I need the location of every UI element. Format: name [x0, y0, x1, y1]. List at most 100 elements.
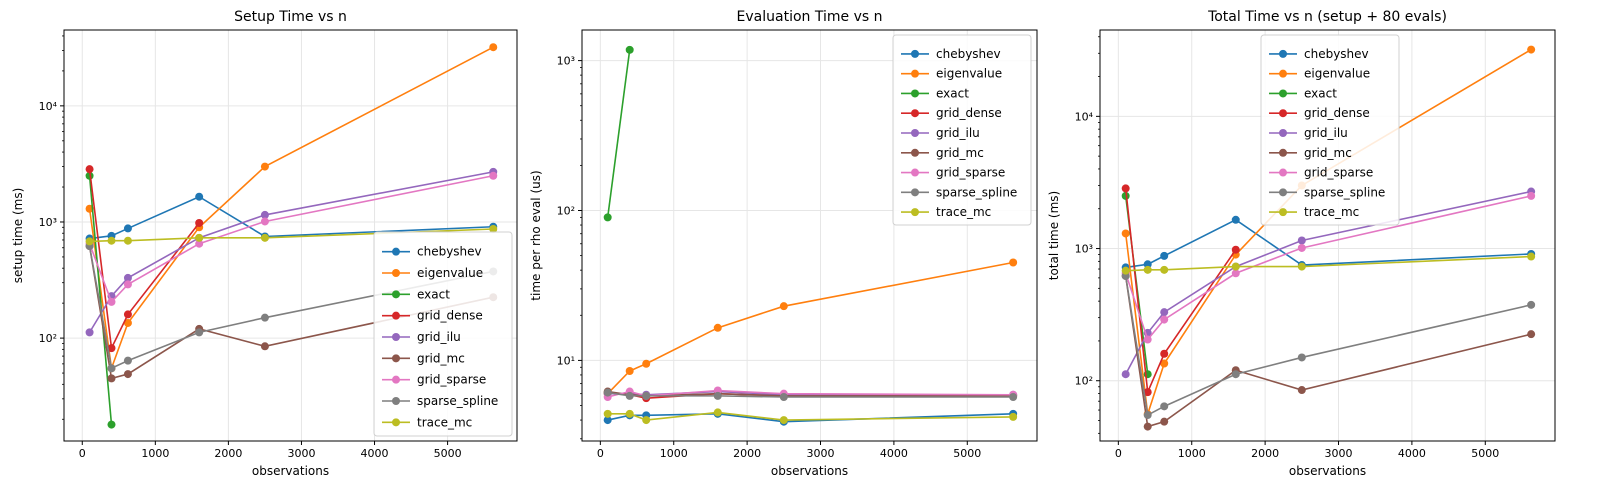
- legend-label: sparse_spline: [1304, 185, 1385, 199]
- legend-label: eigenvalue: [417, 266, 483, 280]
- legend-item-sparse-spline: sparse_spline: [382, 394, 498, 408]
- legend-label: grid_dense: [936, 106, 1002, 120]
- legend-swatch-marker: [392, 375, 400, 384]
- legend-label: chebyshev: [936, 47, 1001, 61]
- legend-swatch-marker: [392, 311, 400, 320]
- x-tick-label: 3000: [807, 447, 835, 460]
- data-point: [123, 280, 132, 289]
- series-line: [1124, 275, 1532, 428]
- data-point: [1297, 236, 1306, 245]
- legend-item-grid-sparse: grid_sparse: [1269, 166, 1373, 180]
- y-axis-label: total time (ms): [1047, 191, 1061, 280]
- series-trace-mc: [603, 408, 1018, 425]
- data-point: [713, 323, 722, 332]
- legend: chebyshev eigenvalue exact grid_dense grid_i…: [892, 34, 1032, 226]
- legend-swatch-marker: [911, 208, 919, 217]
- chart-panel-3: 0 1000 2000 3000 4000 5000 10² 10³ 10⁴ Total Time…: [1047, 9, 1556, 478]
- data-point: [123, 224, 132, 233]
- series-trace-mc: [1121, 252, 1536, 275]
- data-point: [625, 45, 634, 54]
- data-point: [107, 374, 116, 383]
- legend-item-exact: exact: [1269, 86, 1337, 100]
- data-point: [260, 233, 269, 242]
- data-point: [1121, 191, 1130, 200]
- series-exact: [85, 171, 116, 429]
- legend-label: exact: [936, 86, 969, 100]
- x-tick-label: 2000: [733, 447, 761, 460]
- series-line: [1124, 188, 1237, 396]
- x-axis-label: observations: [252, 464, 329, 478]
- y-tick-label: 10³: [557, 55, 575, 68]
- series-trace-mc: [85, 225, 498, 246]
- x-tick-label: 4000: [880, 447, 908, 460]
- chart-title: Evaluation Time vs n: [737, 9, 883, 25]
- y-axis-label: time per rho eval (us): [529, 170, 543, 300]
- y-tick-label: 10⁴: [39, 100, 58, 113]
- legend-swatch-marker: [392, 397, 400, 405]
- legend-label: grid_dense: [417, 309, 483, 323]
- legend-swatch-marker: [911, 188, 919, 197]
- data-point: [1160, 417, 1169, 426]
- data-point: [1297, 243, 1306, 252]
- legend-item-grid-mc: grid_mc: [382, 351, 465, 365]
- legend-label: trace_mc: [1304, 205, 1359, 219]
- data-point: [260, 313, 269, 322]
- data-point: [489, 43, 498, 52]
- data-point: [107, 420, 116, 429]
- legend-item-grid-sparse: grid_sparse: [382, 373, 486, 387]
- data-point: [642, 359, 651, 368]
- legend-item-grid-mc: grid_mc: [1269, 146, 1352, 160]
- x-tick-label: 1000: [1178, 447, 1206, 460]
- y-tick-label: 10³: [1075, 243, 1093, 256]
- data-point: [85, 328, 94, 337]
- series-line: [88, 245, 494, 380]
- data-point: [195, 233, 204, 242]
- data-point: [625, 409, 634, 418]
- data-point: [1231, 370, 1240, 379]
- legend-item-trace-mc: trace_mc: [382, 415, 472, 429]
- legend-swatch-marker: [911, 129, 919, 137]
- data-point: [713, 391, 722, 400]
- series-line: [88, 174, 494, 304]
- series-line: [1125, 218, 1532, 269]
- legend-item-chebyshev: chebyshev: [382, 245, 482, 259]
- legend-swatch-marker: [1279, 129, 1287, 137]
- legend-label: grid_ilu: [417, 330, 461, 344]
- x-tick-label: 5000: [1471, 447, 1499, 460]
- legend-label: grid_sparse: [417, 373, 486, 387]
- data-point: [1231, 215, 1240, 224]
- data-point: [1121, 229, 1130, 238]
- data-point: [1121, 184, 1130, 193]
- legend-swatch-marker: [1279, 89, 1287, 98]
- legend-item-grid-mc: grid_mc: [901, 146, 984, 160]
- x-tick-label: 0: [79, 447, 86, 460]
- data-point: [603, 388, 612, 397]
- legend: chebyshev eigenvalue exact grid_dense grid_i…: [373, 231, 513, 437]
- data-point: [123, 310, 132, 319]
- legend-item-eigenvalue: eigenvalue: [901, 67, 1002, 81]
- legend-swatch-marker: [1279, 109, 1287, 118]
- legend-item-eigenvalue: eigenvalue: [1269, 67, 1370, 81]
- data-point: [1231, 262, 1240, 271]
- plot-frame: [581, 29, 1038, 442]
- plot-frame: [63, 29, 518, 442]
- legend-swatch-marker: [392, 247, 400, 256]
- x-tick-label: 3000: [1325, 447, 1353, 460]
- data-point: [713, 408, 722, 417]
- legend-item-grid-dense: grid_dense: [901, 106, 1002, 120]
- legend-label: eigenvalue: [1304, 67, 1370, 81]
- legend-label: chebyshev: [1304, 47, 1369, 61]
- legend-label: grid_dense: [1304, 106, 1370, 120]
- legend-label: sparse_spline: [417, 394, 498, 408]
- data-point: [85, 171, 94, 180]
- data-point: [85, 165, 94, 174]
- data-point: [603, 409, 612, 418]
- series-grid-sparse: [603, 386, 1018, 402]
- legend-swatch-marker: [392, 418, 400, 427]
- chart-title: Setup Time vs n: [234, 9, 347, 25]
- legend-item-chebyshev: chebyshev: [1269, 47, 1369, 61]
- data-point: [489, 225, 498, 234]
- data-point: [1121, 370, 1130, 379]
- series-line: [88, 46, 494, 369]
- legend-item-grid-ilu: grid_ilu: [1269, 126, 1348, 140]
